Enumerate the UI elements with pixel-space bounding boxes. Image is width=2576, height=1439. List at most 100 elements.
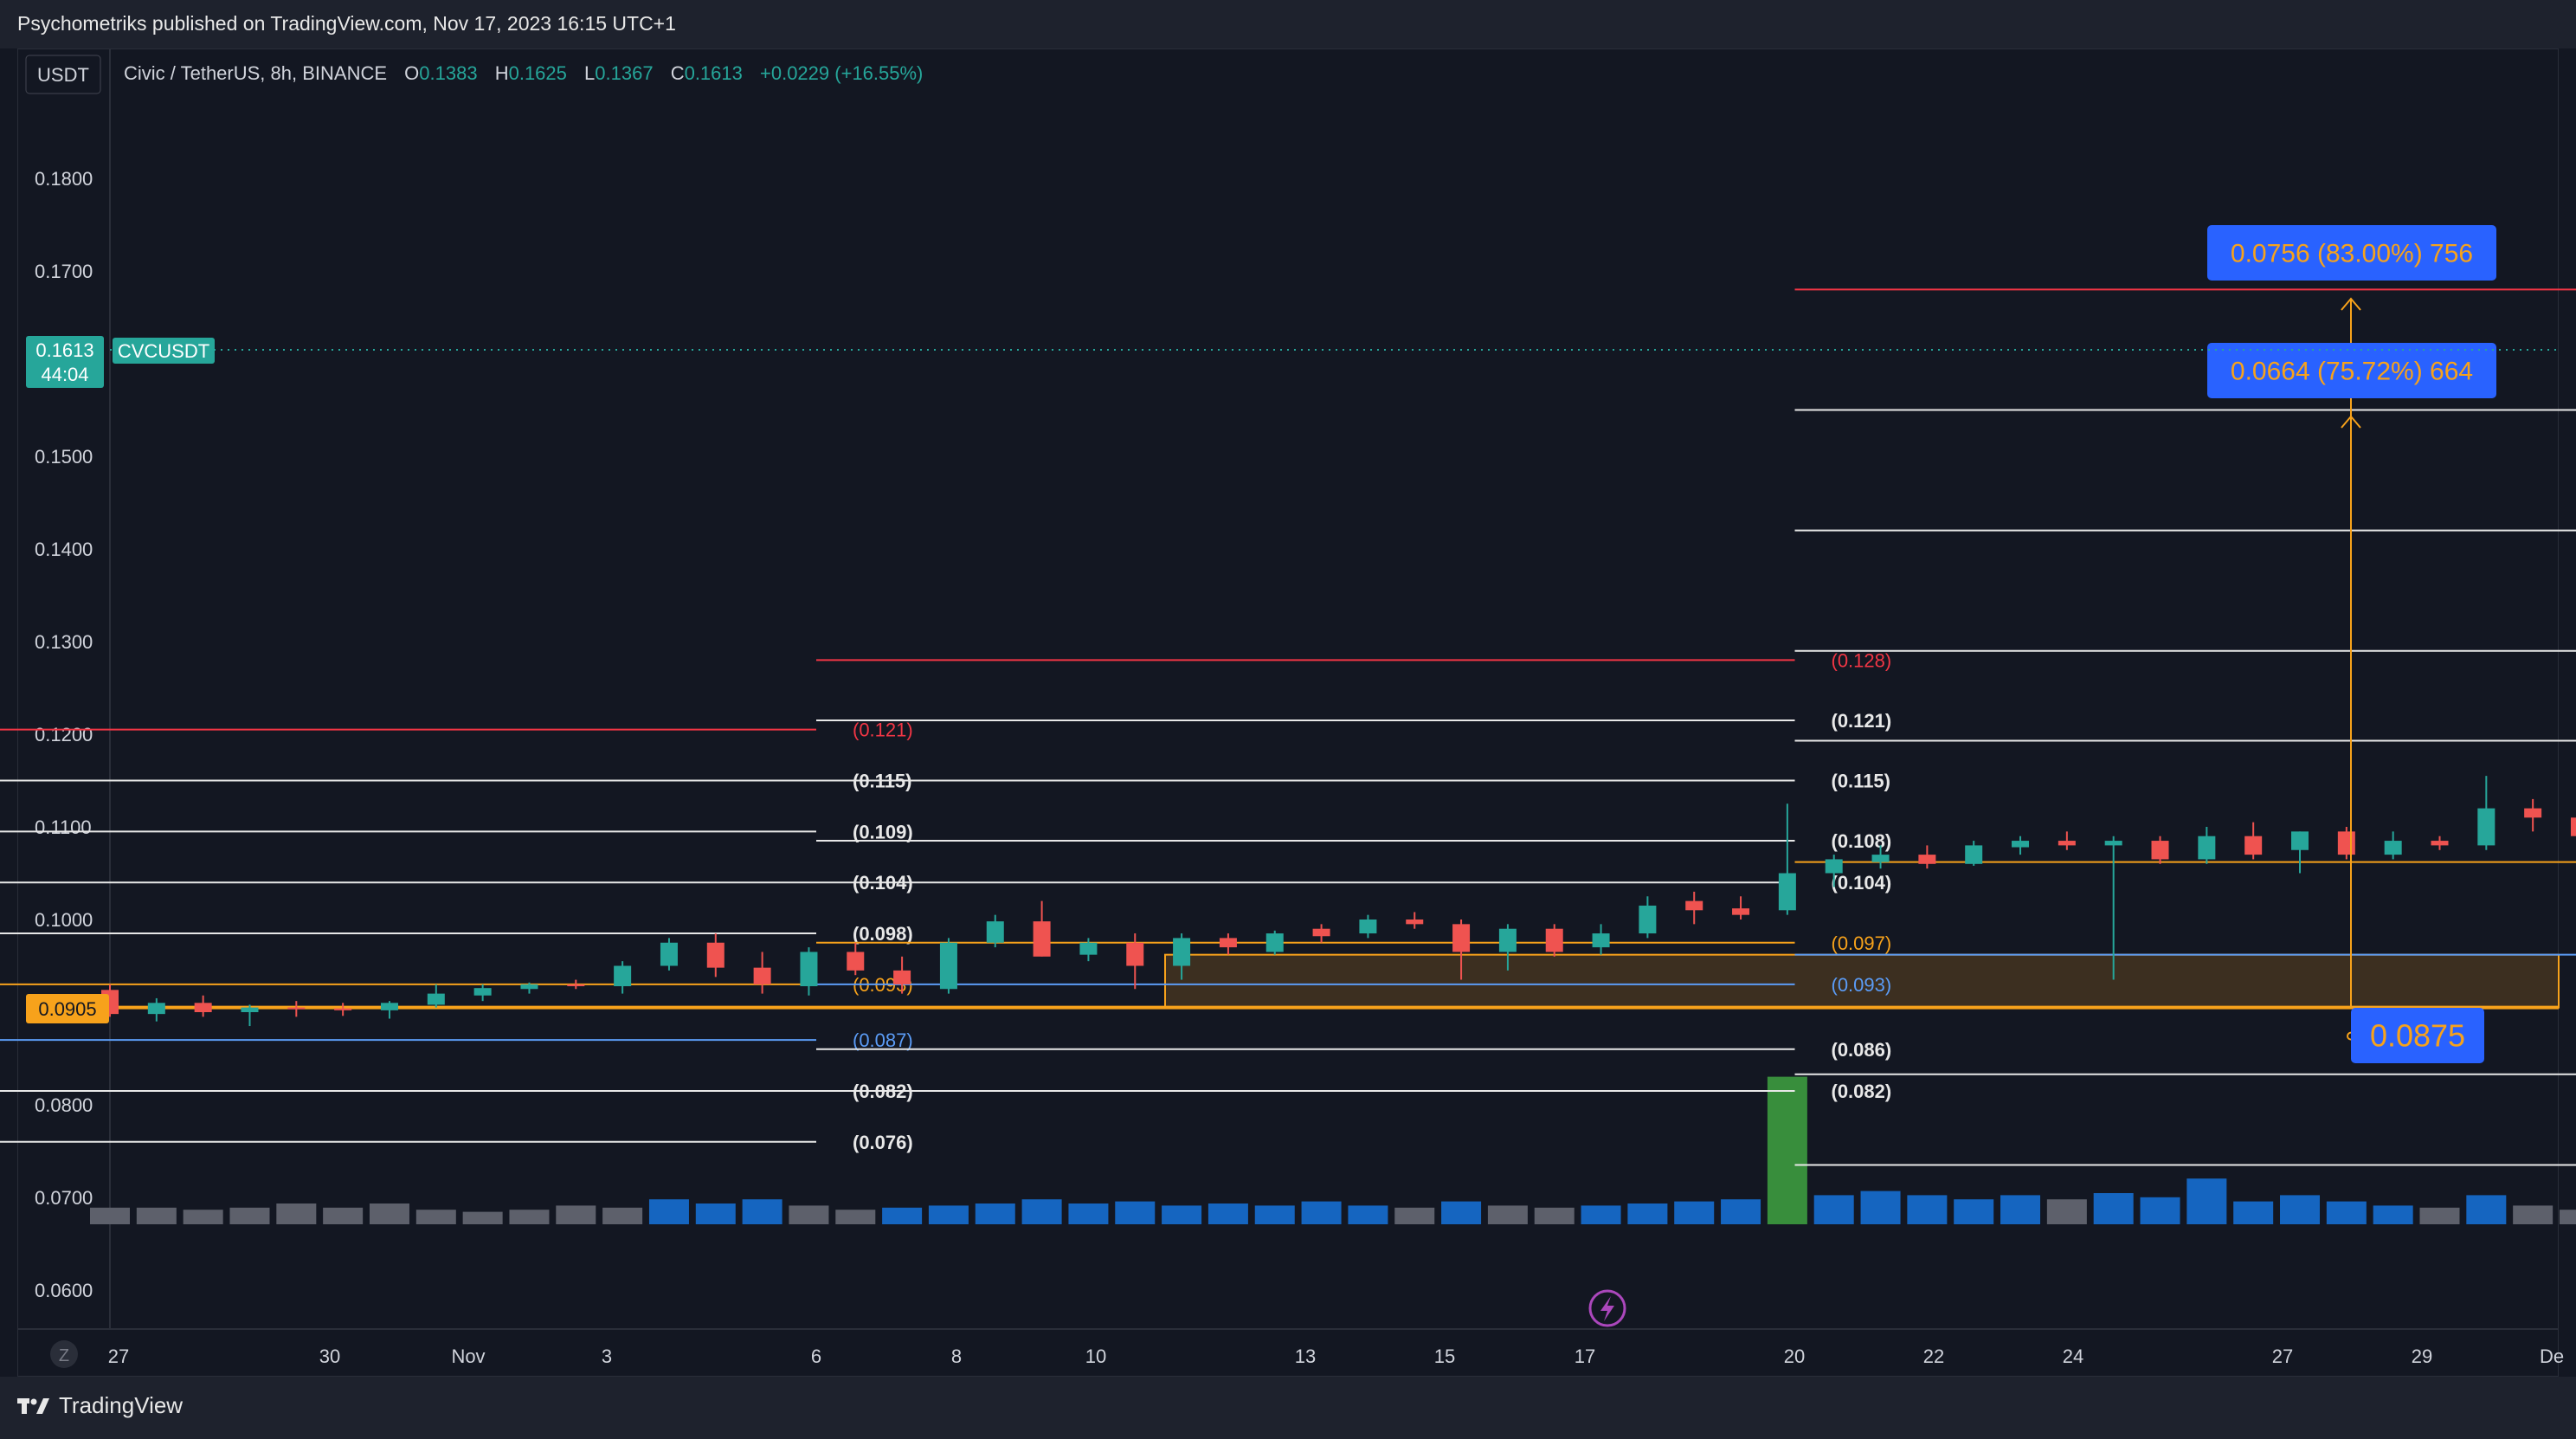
volume-bar bbox=[602, 1207, 643, 1224]
high-label: H bbox=[495, 62, 509, 84]
volume-bar bbox=[789, 1205, 829, 1224]
volume-bar bbox=[1860, 1191, 1901, 1224]
candle-up bbox=[1265, 933, 1284, 952]
open-value: 0.1383 bbox=[419, 62, 477, 84]
candle-down bbox=[893, 970, 911, 984]
volume-bar bbox=[136, 1207, 177, 1224]
volume-bar bbox=[1721, 1199, 1761, 1224]
volume-bar bbox=[1954, 1199, 1994, 1224]
candle-up bbox=[241, 1007, 259, 1012]
volume-bar bbox=[648, 1199, 689, 1224]
currency-button[interactable]: USDT bbox=[37, 64, 89, 86]
volume-bar bbox=[1068, 1203, 1109, 1224]
x-tick-label: 15 bbox=[1434, 1345, 1455, 1367]
volume-bar bbox=[882, 1207, 923, 1224]
candle-up bbox=[1871, 855, 1890, 862]
symbol-title[interactable]: Civic / TetherUS, 8h, BINANCE bbox=[124, 62, 387, 84]
candle-up bbox=[380, 1003, 398, 1010]
fib-level-label: (0.087) bbox=[853, 1029, 913, 1051]
volume-bar bbox=[2326, 1201, 2367, 1224]
y-tick-label: 0.1200 bbox=[35, 724, 93, 745]
level-price-tag bbox=[26, 994, 109, 1023]
candle-down bbox=[287, 1007, 306, 1010]
measure-arrow-top bbox=[2341, 297, 2361, 311]
volume-bar bbox=[1487, 1205, 1528, 1224]
candle-up bbox=[2291, 831, 2309, 850]
bar-countdown: 44:04 bbox=[41, 364, 88, 385]
x-tick-label: 6 bbox=[811, 1345, 821, 1367]
volume-bar bbox=[1394, 1207, 1435, 1224]
measure-label-box bbox=[2207, 225, 2496, 281]
volume-bar bbox=[1767, 1076, 1807, 1224]
candle-down bbox=[1732, 908, 1750, 915]
ticker-label: CVCUSDT bbox=[118, 340, 209, 362]
fib-level-label: (0.121) bbox=[1832, 710, 1892, 732]
candle-up bbox=[2104, 841, 2122, 846]
volume-bar bbox=[2419, 1207, 2460, 1224]
x-tick-label: 17 bbox=[1575, 1345, 1595, 1367]
candle-up bbox=[660, 942, 678, 966]
fib-level-label: (0.109) bbox=[853, 821, 913, 842]
lightning-icon[interactable] bbox=[1588, 1289, 1626, 1327]
chart-panel bbox=[17, 48, 2559, 1377]
publisher-caption: Psychometriks published on TradingView.c… bbox=[17, 12, 676, 35]
candle-up bbox=[1639, 905, 1657, 934]
volume-bar bbox=[1301, 1201, 1342, 1224]
measure-label: 0.0756 (83.00%) 756 bbox=[2231, 240, 2473, 268]
y-tick-label: 0.1700 bbox=[35, 261, 93, 282]
candle-up bbox=[2477, 808, 2496, 846]
volume-bar bbox=[1581, 1205, 1621, 1224]
fib-level-label: (0.097) bbox=[1832, 932, 1892, 954]
candle-up bbox=[1825, 859, 1843, 874]
level-price-value: 0.0905 bbox=[38, 998, 96, 1020]
fib-layer: (0.121) (0.115) (0.109) (0.104) (0.098) (0.09… bbox=[0, 288, 2576, 1166]
volume-bar bbox=[2186, 1178, 2227, 1224]
volume-bar bbox=[276, 1203, 317, 1224]
candle-down bbox=[2244, 836, 2263, 855]
candle-up bbox=[147, 1003, 165, 1015]
candle-down bbox=[847, 952, 865, 971]
candle-down bbox=[1312, 928, 1330, 937]
current-price-value: 0.1613 bbox=[35, 339, 93, 361]
candle-layer bbox=[101, 776, 2576, 1027]
y-tick-label: 0.1300 bbox=[35, 631, 93, 653]
y-tick-label: 0.1100 bbox=[35, 816, 92, 838]
z-button-frame bbox=[50, 1340, 78, 1368]
candle-up bbox=[1498, 928, 1517, 952]
x-tick-label: 24 bbox=[2063, 1345, 2083, 1367]
volume-bar bbox=[2559, 1210, 2576, 1224]
demand-zone bbox=[1164, 953, 2560, 1009]
candle-up bbox=[939, 942, 957, 990]
volume-bar bbox=[415, 1210, 456, 1224]
candle-down bbox=[1406, 920, 1424, 925]
x-tick-label: De bbox=[2540, 1345, 2564, 1367]
volume-bar bbox=[2093, 1193, 2134, 1224]
current-price-tag bbox=[26, 336, 104, 388]
low-value: 0.1367 bbox=[595, 62, 653, 84]
volume-bar bbox=[229, 1207, 270, 1224]
brand-label: TradingView bbox=[59, 1392, 184, 1418]
fib-level-label: (0.076) bbox=[853, 1132, 913, 1153]
x-tick-label: 27 bbox=[2272, 1345, 2293, 1367]
tradingview-brand[interactable]: TradingView bbox=[17, 1392, 183, 1419]
measure-label-box bbox=[2351, 1008, 2484, 1063]
z-button[interactable]: Z bbox=[59, 1346, 69, 1365]
volume-bar bbox=[1627, 1203, 1668, 1224]
open-label: O bbox=[404, 62, 419, 84]
candle-down bbox=[1918, 855, 1936, 864]
volume-bar bbox=[2466, 1195, 2507, 1224]
candle-down bbox=[567, 984, 585, 987]
measure-label-box bbox=[2207, 343, 2496, 398]
fib-level-label: (0.104) bbox=[1832, 872, 1892, 894]
volume-bar bbox=[1534, 1207, 1575, 1224]
candle-down bbox=[1126, 942, 1144, 966]
candle-up bbox=[2198, 836, 2216, 860]
x-tick-label: 29 bbox=[2412, 1345, 2432, 1367]
fib-level-label: (0.115) bbox=[1832, 771, 1891, 792]
candle-up bbox=[520, 984, 538, 990]
candle-down bbox=[2524, 808, 2542, 818]
fib-level-label: (0.121) bbox=[853, 720, 913, 741]
volume-layer bbox=[90, 1076, 2576, 1224]
measure-layer: 0.0756 (83.00%) 756 0.0664 (75.72%) 664 0.… bbox=[2207, 225, 2496, 1063]
